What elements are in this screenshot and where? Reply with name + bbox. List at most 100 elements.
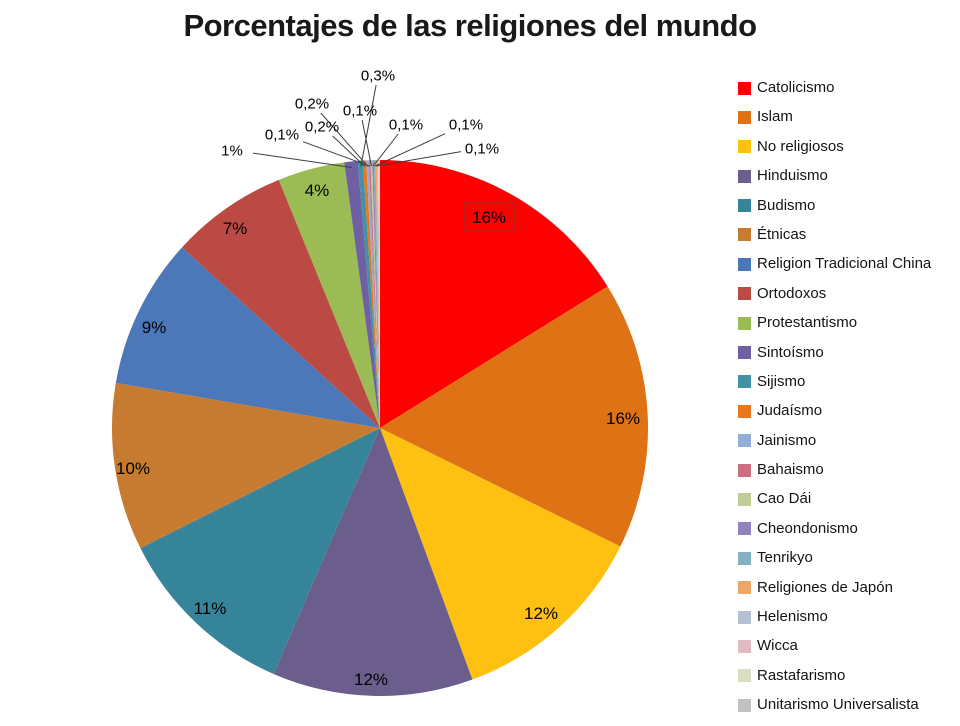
legend-item-rastafarismo[interactable]: Rastafarismo xyxy=(738,667,931,685)
pie-slice-judaismo[interactable] xyxy=(362,160,380,428)
legend-label: Sijismo xyxy=(757,372,806,390)
legend-swatch-jainismo xyxy=(738,434,751,448)
legend-swatch-rastafarismo xyxy=(738,669,751,683)
legend-item-protestantismo[interactable]: Protestantismo xyxy=(738,314,931,332)
legend-label: Helenismo xyxy=(757,608,828,626)
legend-label: Rastafarismo xyxy=(757,666,846,684)
pie-slice-cao-dai[interactable] xyxy=(370,160,380,429)
legend-item-sijismo[interactable]: Sijismo xyxy=(738,373,931,391)
legend-item-tenrikyo[interactable]: Tenrikyo xyxy=(738,549,931,567)
legend-label: Bahaismo xyxy=(757,461,824,479)
legend-item-budismo[interactable]: Budismo xyxy=(738,197,931,215)
pie-slice-catolicismo[interactable] xyxy=(380,160,608,428)
pie-slice-sintoismo[interactable] xyxy=(344,160,380,429)
pie-slice-jainismo[interactable] xyxy=(366,160,380,429)
pie-slice-budismo[interactable] xyxy=(140,428,380,674)
pie-slice-no-religiosos[interactable] xyxy=(380,428,621,680)
legend-item-religion-tradicional-china[interactable]: Religion Tradicional China xyxy=(738,255,931,273)
legend-label: Tenrikyo xyxy=(757,549,813,567)
legend-label: Wicca xyxy=(757,637,798,655)
leader-line-sijismo xyxy=(360,84,377,167)
pie-slice-helenismo[interactable] xyxy=(376,160,380,428)
legend-label: Jainismo xyxy=(757,431,817,449)
data-label-hinduismo: 12% xyxy=(354,670,388,689)
data-label-tenrikyo: 0,1% xyxy=(449,116,483,133)
legend-swatch-sijismo xyxy=(738,375,751,389)
data-label-sijismo: 0,3% xyxy=(361,67,395,84)
legend-swatch-religiones-de-japon xyxy=(738,581,751,595)
legend-swatch-islam xyxy=(738,110,751,124)
legend-swatch-judaismo xyxy=(738,404,751,418)
legend-swatch-no-religiosos xyxy=(738,140,751,154)
pie-slice-tenrikyo[interactable] xyxy=(373,160,380,429)
legend-swatch-cheondonismo xyxy=(738,522,751,536)
legend-label: Étnicas xyxy=(757,225,807,243)
legend-item-ortodoxos[interactable]: Ortodoxos xyxy=(738,285,931,303)
legend-item-cheondonismo[interactable]: Cheondonismo xyxy=(738,520,931,538)
pie-slice-unitarismo-universalista[interactable] xyxy=(379,159,380,429)
legend-item-jainismo[interactable]: Jainismo xyxy=(738,432,931,450)
pie-slice-cheondonismo[interactable] xyxy=(372,160,380,428)
legend-label: Hinduismo xyxy=(757,167,828,185)
legend-label: No religiosos xyxy=(757,137,844,155)
chart-title: Porcentajes de las religiones del mundo xyxy=(183,8,757,43)
data-label-sintoismo: 1% xyxy=(221,142,243,159)
leader-line-bahaismo xyxy=(302,141,371,167)
pie-slice-religiones-de-japon[interactable] xyxy=(375,160,380,428)
pie-slice-religion-tradicional-china[interactable] xyxy=(115,247,380,428)
legend-label: Protestantismo xyxy=(757,314,858,332)
legend-item-sintoismo[interactable]: Sintoísmo xyxy=(738,344,931,362)
legend-item-unitarismo-universalista[interactable]: Unitarismo Universalista xyxy=(738,696,931,714)
legend-item-no-religiosos[interactable]: No religiosos xyxy=(738,138,931,156)
legend-label: Ortodoxos xyxy=(757,284,827,302)
data-label-etnicas: 10% xyxy=(116,459,150,478)
legend-item-cao-dai[interactable]: Cao Dái xyxy=(738,490,931,508)
legend-item-religiones-de-japon[interactable]: Religiones de Japón xyxy=(738,579,931,597)
legend-item-islam[interactable]: Islam xyxy=(738,108,931,126)
leader-line-tenrikyo xyxy=(374,133,446,167)
pie-slice-sijismo[interactable] xyxy=(357,160,380,429)
pie-slice-ortodoxos[interactable] xyxy=(182,179,380,428)
legend-item-wicca[interactable]: Wicca xyxy=(738,637,931,655)
leader-line-cheondonismo xyxy=(372,133,399,167)
legend-swatch-catolicismo xyxy=(738,81,751,95)
legend-label: Religion Tradicional China xyxy=(757,255,932,273)
data-label-religion-tradicional-china: 9% xyxy=(142,318,167,337)
data-label-protestantismo: 4% xyxy=(305,181,330,200)
legend-swatch-bahaismo xyxy=(738,463,751,477)
legend-item-bahaismo[interactable]: Bahaismo xyxy=(738,461,931,479)
pie-slice-rastafarismo[interactable] xyxy=(378,159,380,428)
leader-line-jainismo xyxy=(320,112,369,167)
pie-slice-bahaismo[interactable] xyxy=(368,160,380,429)
legend-swatch-wicca xyxy=(738,639,751,653)
data-label-jainismo: 0,2% xyxy=(295,95,329,112)
pie-slice-islam[interactable] xyxy=(380,286,648,547)
data-label-islam: 16% xyxy=(606,409,640,428)
legend-swatch-protestantismo xyxy=(738,316,751,330)
pie-slice-protestantismo[interactable] xyxy=(278,162,380,428)
data-label-bahaismo: 0,1% xyxy=(265,126,299,143)
pie-slice-hinduismo[interactable] xyxy=(273,428,473,696)
pie-slice-wicca[interactable] xyxy=(377,160,380,428)
legend-label: Islam xyxy=(757,108,793,126)
data-label-catolicismo[interactable]: 16% xyxy=(472,208,506,227)
legend-item-helenismo[interactable]: Helenismo xyxy=(738,608,931,626)
leader-line-sintoismo xyxy=(252,152,352,168)
legend-item-catolicismo[interactable]: Catolicismo xyxy=(738,79,931,97)
legend-item-judaismo[interactable]: Judaísmo xyxy=(738,402,931,420)
leader-line-religiones-de-japon xyxy=(376,151,462,167)
legend-item-hinduismo[interactable]: Hinduismo xyxy=(738,167,931,185)
legend: Catolicismo Islam No religiosos Hinduismo Bu… xyxy=(738,79,931,726)
legend-swatch-budismo xyxy=(738,199,751,213)
legend-label: Sintoísmo xyxy=(757,343,824,361)
leader-line-cao-dai xyxy=(361,119,372,167)
legend-label: Cao Dái xyxy=(757,490,812,508)
data-label-ortodoxos: 7% xyxy=(223,219,248,238)
selected-label-box[interactable] xyxy=(463,202,515,232)
pie-slice-etnicas[interactable] xyxy=(111,382,380,549)
legend-item-etnicas[interactable]: Étnicas xyxy=(738,226,931,244)
leader-line-judaismo xyxy=(332,135,366,167)
legend-swatch-cao-dai xyxy=(738,492,751,506)
